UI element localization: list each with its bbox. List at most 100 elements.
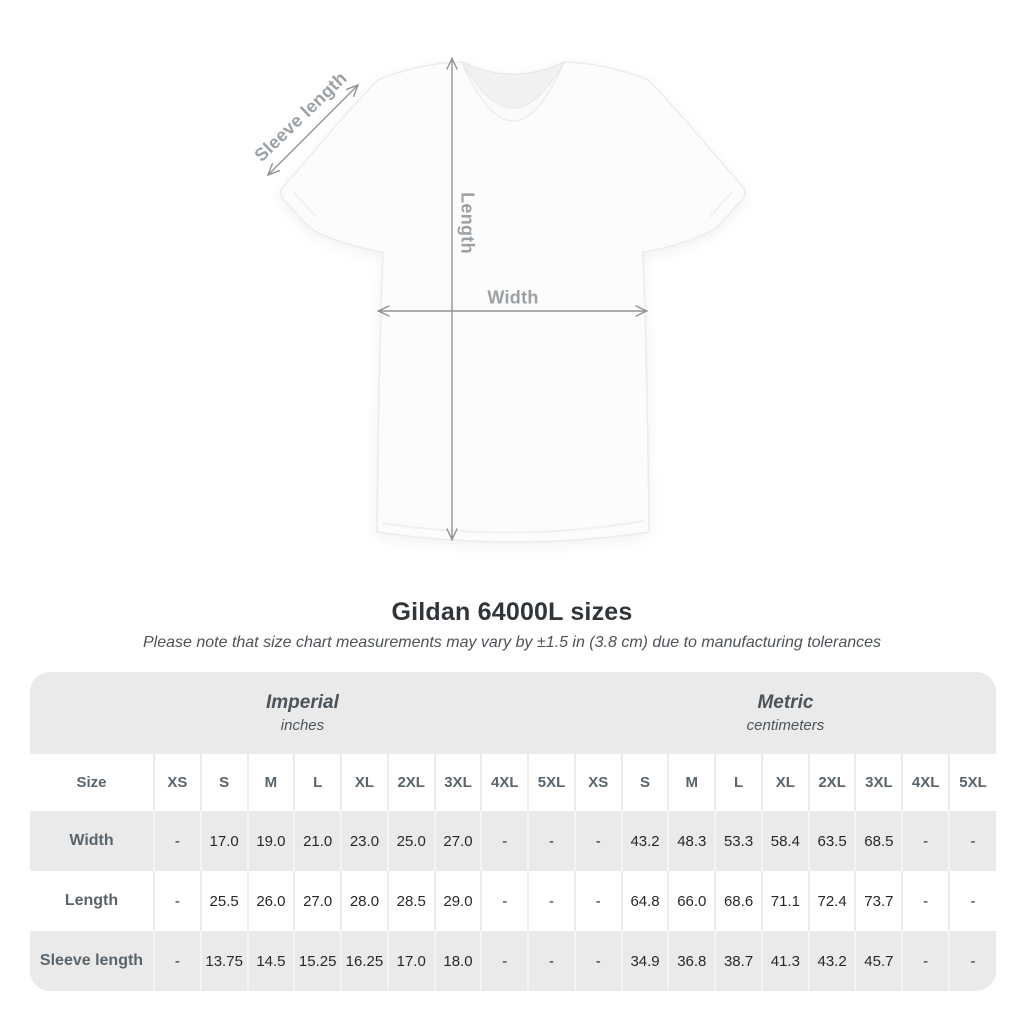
value-cell: 21.0 <box>293 811 342 871</box>
size-col-header: S <box>199 754 248 811</box>
value-cell: 36.8 <box>667 931 716 991</box>
value-cell: - <box>948 811 996 871</box>
size-table-container: Imperial inches Metric centimeters Size … <box>30 672 996 991</box>
size-col-header: L <box>714 754 762 811</box>
value-cell: - <box>527 811 575 871</box>
tolerance-note: Please note that size chart measurements… <box>142 634 882 651</box>
measurement-row: Length -25.5 26.0 27.0 28.0 28.5 29.0- - -64.8 66… <box>30 871 996 931</box>
length-arrow <box>446 56 458 542</box>
value-cell: 45.7 <box>854 931 903 991</box>
metric-unit: centimeters <box>746 716 825 734</box>
value-cell: - <box>901 871 950 931</box>
value-cell: 14.5 <box>246 931 295 991</box>
measurement-row: Sleeve length -13.75 14.5 15.25 16.25 17.0 18.… <box>30 931 996 991</box>
size-col-header: XS <box>153 754 201 811</box>
page-title: Gildan 64000L sizes <box>391 598 633 626</box>
value-cell: 18.0 <box>433 931 482 991</box>
value-cell: 13.75 <box>199 931 248 991</box>
value-cell: - <box>153 811 201 871</box>
value-cell: - <box>480 931 529 991</box>
value-cell: - <box>901 811 950 871</box>
value-cell: 34.9 <box>620 931 669 991</box>
width-label: Width <box>487 287 539 308</box>
value-cell: 25.5 <box>199 871 248 931</box>
size-col-header: XL <box>340 754 388 811</box>
value-cell: 19.0 <box>246 811 295 871</box>
value-cell: 63.5 <box>807 811 856 871</box>
row-label: Sleeve length <box>39 952 144 969</box>
metric-band: Metric centimeters <box>574 672 996 754</box>
value-cell: 68.6 <box>714 871 762 931</box>
hem-stitch <box>381 520 645 534</box>
imperial-label: Imperial <box>266 691 339 713</box>
value-cell: - <box>948 931 996 991</box>
value-cell: 16.25 <box>340 931 388 991</box>
collar-band <box>461 61 565 122</box>
value-cell: 53.3 <box>714 811 762 871</box>
value-cell: 23.0 <box>340 811 388 871</box>
size-header-cell: Size <box>76 774 107 791</box>
value-cell: 43.2 <box>620 811 669 871</box>
value-cell: - <box>480 811 529 871</box>
value-cell: - <box>573 811 622 871</box>
measurement-row: Width -17.0 19.0 21.0 23.0 25.0 27.0- - -43.2 48.… <box>30 811 996 871</box>
value-cell: 29.0 <box>433 871 482 931</box>
size-col-header: 2XL <box>807 754 856 811</box>
size-table: Imperial inches Metric centimeters Size … <box>30 672 996 991</box>
size-col-header: 3XL <box>433 754 482 811</box>
value-cell: 27.0 <box>433 811 482 871</box>
value-cell: 66.0 <box>667 871 716 931</box>
metric-label: Metric <box>757 691 814 713</box>
value-cell: 48.3 <box>667 811 716 871</box>
size-col-header: L <box>293 754 342 811</box>
row-label: Width <box>69 832 114 849</box>
row-label: Length <box>64 892 119 909</box>
size-col-header: XL <box>760 754 809 811</box>
value-cell: - <box>573 931 622 991</box>
value-cell: - <box>153 871 201 931</box>
size-col-header: 4XL <box>901 754 950 811</box>
value-cell: 28.0 <box>340 871 388 931</box>
value-cell: 27.0 <box>293 871 342 931</box>
size-col-header: 4XL <box>480 754 529 811</box>
sleeve-length-arrow <box>266 83 360 177</box>
value-cell: 25.0 <box>386 811 435 871</box>
value-cell: 28.5 <box>386 871 435 931</box>
value-cell: 68.5 <box>854 811 903 871</box>
value-cell: 17.0 <box>386 931 435 991</box>
value-cell: - <box>153 931 201 991</box>
unit-band-row: Imperial inches Metric centimeters <box>30 672 996 754</box>
size-table-body: Width -17.0 19.0 21.0 23.0 25.0 27.0- - -43.2 48.… <box>30 811 996 991</box>
size-col-header: XS <box>573 754 622 811</box>
value-cell: 58.4 <box>760 811 809 871</box>
size-col-header: M <box>667 754 716 811</box>
length-label: Length <box>457 192 478 254</box>
size-col-header: S <box>620 754 669 811</box>
sleeve-stitch-left <box>293 191 317 218</box>
value-cell: 38.7 <box>714 931 762 991</box>
tshirt-measurement-diagram <box>266 56 746 543</box>
value-cell: 72.4 <box>807 871 856 931</box>
size-col-header: M <box>246 754 295 811</box>
size-col-header: 5XL <box>527 754 575 811</box>
value-cell: - <box>527 871 575 931</box>
imperial-band: Imperial inches <box>30 672 575 754</box>
value-cell: 73.7 <box>854 871 903 931</box>
sleeve-stitch-right <box>709 191 733 218</box>
width-arrow <box>376 305 649 317</box>
value-cell: - <box>527 931 575 991</box>
size-col-header: 3XL <box>854 754 903 811</box>
value-cell: 64.8 <box>620 871 669 931</box>
tshirt-graphic <box>280 60 746 543</box>
value-cell: 43.2 <box>807 931 856 991</box>
value-cell: - <box>901 931 950 991</box>
size-col-header: 2XL <box>386 754 435 811</box>
size-col-header: 5XL <box>948 754 996 811</box>
value-cell: 26.0 <box>246 871 295 931</box>
value-cell: 15.25 <box>293 931 342 991</box>
value-cell: 17.0 <box>199 811 248 871</box>
value-cell: 41.3 <box>760 931 809 991</box>
value-cell: 71.1 <box>760 871 809 931</box>
imperial-unit: inches <box>280 716 325 734</box>
